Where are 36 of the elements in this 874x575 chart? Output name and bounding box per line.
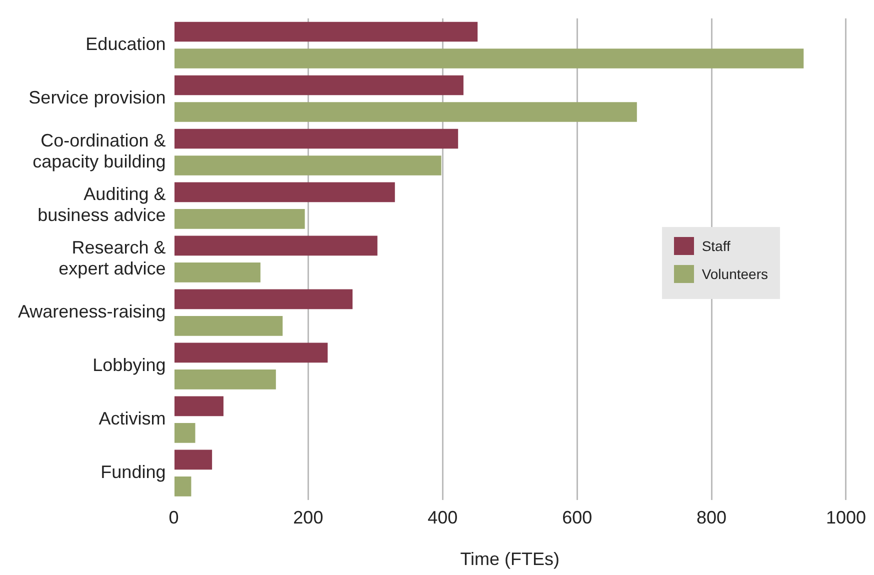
- bar: [174, 423, 196, 443]
- x-tick-label: 600: [562, 508, 592, 528]
- y-tick-label: Education: [86, 34, 166, 54]
- bar: [174, 102, 637, 122]
- bar: [174, 450, 212, 470]
- x-tick-label: 400: [428, 508, 458, 528]
- bar: [174, 128, 458, 149]
- bar: [174, 262, 260, 282]
- y-tick-label: Research & expert advice: [58, 238, 166, 278]
- bar: [174, 370, 276, 390]
- x-tick-label: 800: [696, 508, 727, 528]
- legend-label: Staff: [702, 238, 730, 254]
- y-tick-label: Activism: [98, 408, 166, 429]
- bar: [174, 396, 224, 416]
- y-tick-label: Auditing & business advice: [38, 184, 166, 225]
- bar: [174, 236, 378, 256]
- y-tick-label: Funding: [100, 462, 166, 482]
- x-tick-label: 200: [293, 508, 324, 528]
- bar: [174, 75, 464, 96]
- x-tick-label: 1000: [826, 508, 866, 528]
- bar: [174, 342, 328, 363]
- y-tick-label: Awareness-raising: [18, 302, 166, 322]
- bar: [174, 182, 395, 202]
- bar: [174, 156, 442, 176]
- bar: [174, 48, 804, 68]
- x-axis-title: Time (FTEs): [460, 549, 560, 570]
- bar: [174, 316, 283, 336]
- bar: [174, 209, 305, 229]
- y-tick-label: Service provision: [28, 88, 166, 108]
- bar: [174, 476, 192, 496]
- bar: [174, 289, 353, 310]
- legend-label: Volunteers: [702, 266, 768, 282]
- y-tick-label: Lobbying: [92, 355, 166, 376]
- y-tick-label: Co-ordination & capacity building: [32, 130, 166, 172]
- x-tick-label: 0: [168, 508, 179, 528]
- bar: [174, 22, 478, 42]
